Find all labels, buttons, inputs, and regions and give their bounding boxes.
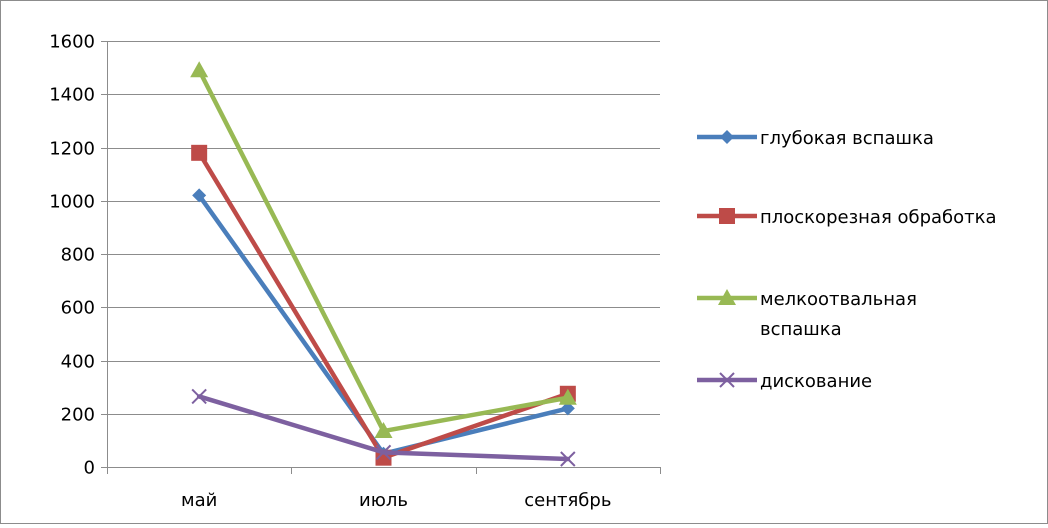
y-tick-label: 1400 (49, 85, 95, 106)
data-point (190, 61, 209, 78)
x-marker-stroke (719, 372, 735, 388)
data-point (375, 444, 392, 461)
legend-item-4: дискование (697, 371, 872, 392)
legend-swatch-marker (718, 289, 736, 305)
series-4 (191, 388, 576, 467)
y-tick-label: 0 (84, 458, 95, 479)
legend-item-2: плоскорезная обработка (697, 207, 997, 228)
legend-label: дискование (760, 371, 872, 392)
data-point (374, 422, 393, 439)
axes: 0 200 400 600 800 1000 1200 1400 1600 май июль сент… (49, 32, 661, 511)
legend-item-1: глубокая вспашка (697, 128, 934, 149)
data-point (191, 388, 207, 405)
x-marker-stroke (375, 444, 392, 461)
legend-label: плоскорезная обработка (760, 207, 997, 228)
y-tick-label: 1600 (49, 32, 95, 53)
data-point (558, 388, 577, 405)
y-tick-label: 1200 (49, 139, 95, 160)
x-marker-stroke (191, 388, 207, 405)
data-point (192, 188, 207, 203)
y-tick-label: 600 (61, 298, 95, 319)
legend-label: мелкоотвальная (760, 289, 917, 310)
y-tick-label: 200 (61, 405, 95, 426)
x-tick-label: май (181, 490, 217, 511)
legend-label: глубокая вспашка (760, 128, 934, 149)
legend-swatch-marker (720, 130, 734, 144)
y-tick-label: 800 (61, 245, 95, 266)
x-tick-label: сентябрь (524, 490, 611, 511)
x-marker-stroke (560, 451, 576, 467)
legend: глубокая вспашка плоскорезная обработка ме… (697, 128, 997, 392)
data-point (560, 401, 575, 416)
series-3 (190, 61, 577, 439)
data-point (191, 144, 208, 161)
x-tick-label: июль (359, 490, 408, 511)
legend-swatch-marker (719, 208, 735, 224)
legend-item-3: мелкоотвальная вспашка (697, 289, 917, 340)
y-tick-label: 400 (61, 352, 95, 373)
legend-label: вспашка (760, 319, 842, 340)
y-tick-label: 1000 (49, 192, 95, 213)
data-point (560, 451, 576, 467)
series-layer (190, 61, 577, 467)
legend-swatch-marker (719, 372, 735, 388)
